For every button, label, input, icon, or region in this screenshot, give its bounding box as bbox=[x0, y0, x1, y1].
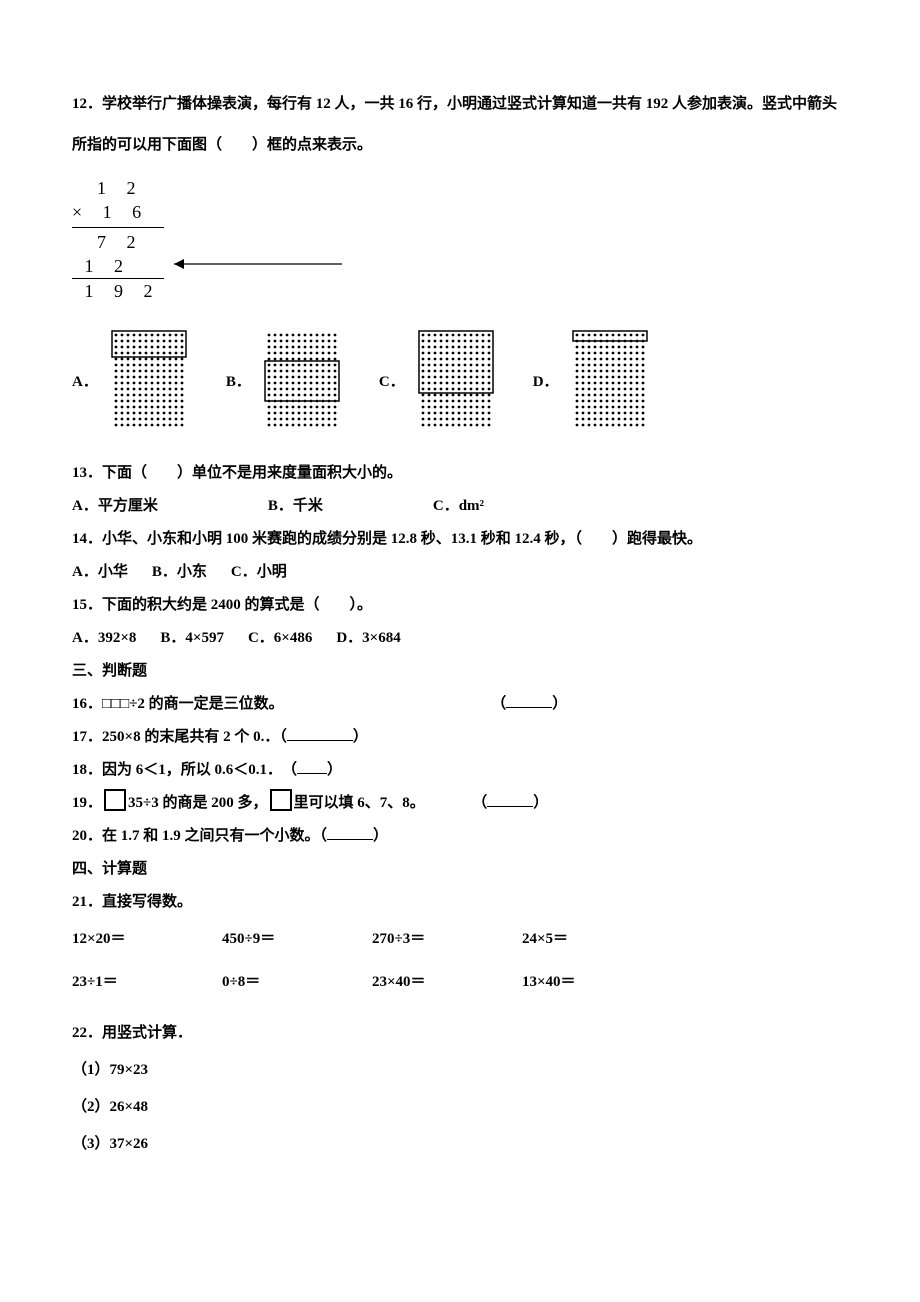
q19-number: 19． bbox=[72, 795, 102, 811]
q13-number: 13． bbox=[72, 465, 102, 481]
q22-body: 用竖式计算． bbox=[102, 1025, 192, 1041]
q22-item-3: （3）37×26 bbox=[72, 1128, 848, 1161]
q13-text: 13．下面（ ）单位不是用来度量面积大小的。 bbox=[72, 457, 848, 490]
q21-cell-1: 450÷9＝ bbox=[222, 923, 372, 956]
q22-row: 22．用竖式计算． bbox=[72, 1017, 848, 1050]
q19-body-b: 里可以填 6、7、8。 bbox=[294, 795, 425, 811]
q18-row: 18．因为 6＜1，所以 0.6＜0.1． （） bbox=[72, 754, 848, 787]
q20-body: 在 1.7 和 1.9 之间只有一个小数。 bbox=[102, 828, 320, 844]
q14-b: B．小东 bbox=[152, 556, 207, 589]
q13-a: A．平方厘米 bbox=[72, 490, 158, 523]
q13-c: C．dm² bbox=[433, 490, 484, 523]
q15-number: 15． bbox=[72, 597, 102, 613]
q17-blank[interactable] bbox=[287, 726, 353, 741]
q17-row: 17．250×8 的末尾共有 2 个 0.．（） bbox=[72, 721, 848, 754]
q13-body: 下面（ ）单位不是用来度量面积大小的。 bbox=[102, 465, 402, 481]
q21-cell-7: 13×40＝ bbox=[522, 966, 672, 999]
q19-row: 19．35÷3 的商是 200 多，里可以填 6、7、8。 （） bbox=[72, 787, 848, 820]
q21-cell-2: 270÷3＝ bbox=[372, 923, 522, 956]
choice-c-label: C． bbox=[379, 366, 405, 399]
calc-line-1: 1 2 bbox=[72, 176, 344, 200]
q19-blank[interactable] bbox=[487, 792, 533, 807]
q18-blank[interactable] bbox=[297, 759, 327, 774]
q14-text: 14．小华、小东和小明 100 米赛跑的成绩分别是 12.8 秒、13.1 秒和… bbox=[72, 523, 848, 556]
q21-body: 直接写得数。 bbox=[102, 894, 192, 910]
q17-number: 17． bbox=[72, 729, 102, 745]
choice-d-figure bbox=[565, 327, 655, 437]
q16-body: □□□÷2 的商一定是三位数。 bbox=[102, 696, 284, 712]
q15-b: B．4×597 bbox=[160, 622, 224, 655]
calc-line-5: 1 9 2 bbox=[72, 279, 344, 303]
q12-body-a: 学校举行广播体操表演，每行有 12 人，一共 16 行，小明通过竖式计算知道一共… bbox=[102, 96, 837, 112]
q16-blank[interactable] bbox=[506, 693, 552, 708]
choice-a-figure bbox=[104, 327, 194, 437]
q14-body: 小华、小东和小明 100 米赛跑的成绩分别是 12.8 秒、13.1 秒和 12… bbox=[102, 531, 702, 547]
q21-cell-4: 23÷1＝ bbox=[72, 966, 222, 999]
q22-item-2: （2）26×48 bbox=[72, 1091, 848, 1124]
choice-c: C． bbox=[379, 327, 501, 437]
q21-cell-3: 24×5＝ bbox=[522, 923, 672, 956]
q19-box-2[interactable] bbox=[270, 789, 292, 811]
q14-c: C．小明 bbox=[231, 556, 287, 589]
q15-body: 下面的积大约是 2400 的算式是（ ）。 bbox=[102, 597, 372, 613]
calc-line-4: 1 2 bbox=[72, 254, 164, 279]
section-4-title: 四、计算题 bbox=[72, 853, 848, 886]
q22-item-1: （1）79×23 bbox=[72, 1054, 848, 1087]
q22-number: 22． bbox=[72, 1025, 102, 1041]
q12-vertical-calc: 1 2 × 1 6 7 2 1 2 1 9 2 bbox=[72, 176, 344, 303]
q15-a: A．392×8 bbox=[72, 622, 136, 655]
q19-box-1[interactable] bbox=[104, 789, 126, 811]
q21-grid: 12×20＝ 450÷9＝ 270÷3＝ 24×5＝ 23÷1＝ 0÷8＝ 23… bbox=[72, 923, 848, 999]
choice-d: D． bbox=[533, 327, 655, 437]
q20-number: 20． bbox=[72, 828, 102, 844]
choice-b-label: B． bbox=[226, 366, 251, 399]
q15-options: A．392×8 B．4×597 C．6×486 D．3×684 bbox=[72, 622, 848, 655]
q21-number: 21． bbox=[72, 894, 102, 910]
q14-a: A．小华 bbox=[72, 556, 128, 589]
q21-cell-6: 23×40＝ bbox=[372, 966, 522, 999]
q15-d: D．3×684 bbox=[336, 622, 400, 655]
q21-cell-5: 0÷8＝ bbox=[222, 966, 372, 999]
q20-row: 20．在 1.7 和 1.9 之间只有一个小数。（） bbox=[72, 820, 848, 853]
arrow-icon bbox=[164, 254, 344, 278]
choice-b-figure bbox=[257, 327, 347, 437]
q14-number: 14． bbox=[72, 531, 102, 547]
q16-number: 16． bbox=[72, 696, 102, 712]
q18-number: 18． bbox=[72, 762, 102, 778]
q15-text: 15．下面的积大约是 2400 的算式是（ ）。 bbox=[72, 589, 848, 622]
q21-row: 21．直接写得数。 bbox=[72, 886, 848, 919]
calc-line-2: × 1 6 bbox=[72, 200, 344, 224]
q19-body-a: 35÷3 的商是 200 多， bbox=[128, 795, 267, 811]
q13-options: A．平方厘米 B．千米 C．dm² bbox=[72, 490, 848, 523]
q13-b: B．千米 bbox=[268, 490, 323, 523]
choice-a-label: A． bbox=[72, 366, 98, 399]
q20-blank[interactable] bbox=[327, 825, 373, 840]
q14-options: A．小华 B．小东 C．小明 bbox=[72, 556, 848, 589]
q18-body: 因为 6＜1，所以 0.6＜0.1． bbox=[102, 762, 275, 778]
q15-c: C．6×486 bbox=[248, 622, 312, 655]
q16-row: 16．□□□÷2 的商一定是三位数。 （） bbox=[72, 688, 848, 721]
choice-b: B． bbox=[226, 327, 347, 437]
calc-line-3: 7 2 bbox=[72, 230, 344, 254]
choice-a: A． bbox=[72, 327, 194, 437]
choice-c-figure bbox=[411, 327, 501, 437]
q12-text-line1: 12．学校举行广播体操表演，每行有 12 人，一共 16 行，小明通过竖式计算知… bbox=[72, 88, 848, 121]
q17-body: 250×8 的末尾共有 2 个 0.． bbox=[102, 729, 279, 745]
q12-text-line2: 所指的可以用下面图（ ）框的点来表示。 bbox=[72, 129, 848, 162]
calc-rule-1 bbox=[72, 227, 164, 228]
q12-number: 12． bbox=[72, 96, 102, 112]
q21-cell-0: 12×20＝ bbox=[72, 923, 222, 956]
choice-d-label: D． bbox=[533, 366, 559, 399]
q12-choices: A． bbox=[72, 327, 848, 437]
section-3-title: 三、判断题 bbox=[72, 655, 848, 688]
